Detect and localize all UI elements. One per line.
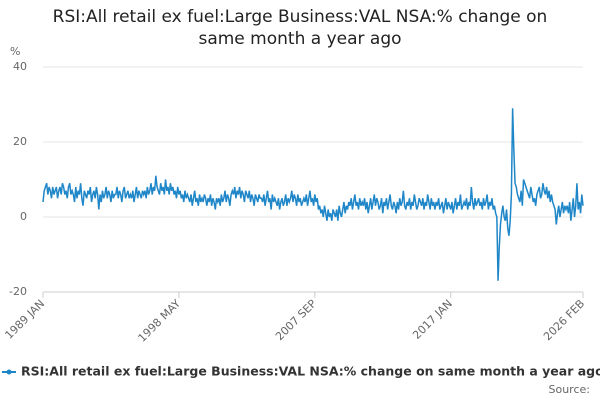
y-tick-label: 40	[13, 60, 27, 73]
chart-title: RSI:All retail ex fuel:Large Business:VA…	[52, 7, 548, 49]
x-tick-label: 1989 JAN	[2, 297, 47, 342]
x-tick-label: 2017 JAN	[410, 297, 455, 342]
x-tick-label: 1998 MAY	[136, 297, 184, 345]
y-tick-label: -20	[9, 285, 27, 298]
legend-label: RSI:All retail ex fuel:Large Business:VA…	[21, 364, 600, 379]
x-tick-label: 2007 SEP	[273, 297, 319, 343]
series-line	[42, 108, 584, 281]
source: Source:	[549, 383, 591, 396]
y-tick-label: 20	[13, 135, 27, 148]
x-tick-label: 2026 FEB	[541, 297, 587, 343]
y-tick-label: 0	[20, 210, 27, 223]
legend-marker	[6, 369, 12, 375]
y-axis-label: %	[10, 45, 20, 58]
